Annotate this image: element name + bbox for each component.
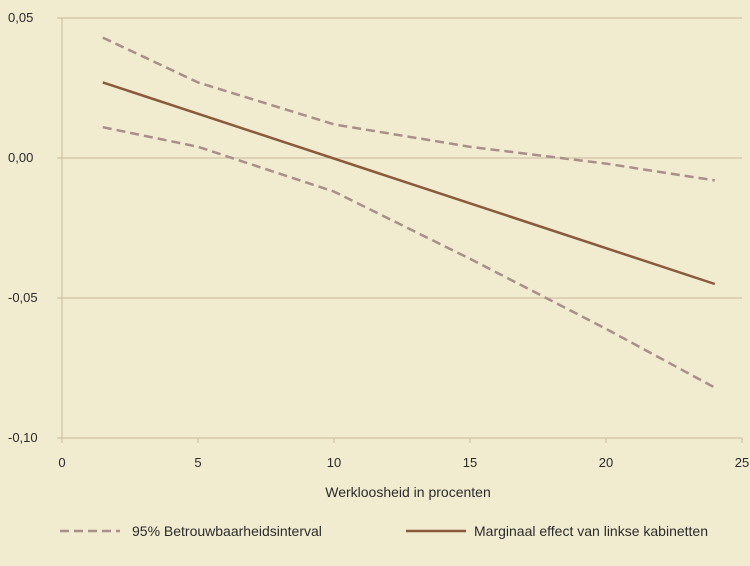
y-tick-label-1: -0,05 (8, 290, 38, 305)
y-tick-label-3: 0,05 (8, 10, 33, 25)
legend-label-0: 95% Betrouwbaarheidsinterval (132, 523, 322, 539)
grid-layer (62, 17, 742, 439)
x-axis-title: Werkloosheid in procenten (325, 484, 491, 500)
x-tick-label-2: 10 (327, 455, 341, 470)
x-tick-label-1: 5 (194, 455, 201, 470)
series-layer (102, 36, 716, 389)
marginal-effect-line (102, 81, 716, 286)
y-tick-label-0: -0,10 (8, 430, 38, 445)
x-tick-label-5: 25 (735, 455, 749, 470)
ci-lower-line (102, 125, 716, 389)
ci-upper-line (102, 36, 715, 182)
legend: 95% Betrouwbaarheidsinterval Marginaal ef… (60, 523, 708, 539)
y-tick-label-2: 0,00 (8, 150, 33, 165)
axes-layer (57, 17, 743, 443)
x-tick-label-4: 20 (599, 455, 613, 470)
x-tick-label-0: 0 (58, 455, 65, 470)
x-tick-label-3: 15 (463, 455, 477, 470)
ticks-layer: -0,10 -0,05 0,00 0,05 0 5 10 15 20 25 (8, 10, 749, 470)
legend-label-1: Marginaal effect van linkse kabinetten (474, 523, 708, 539)
